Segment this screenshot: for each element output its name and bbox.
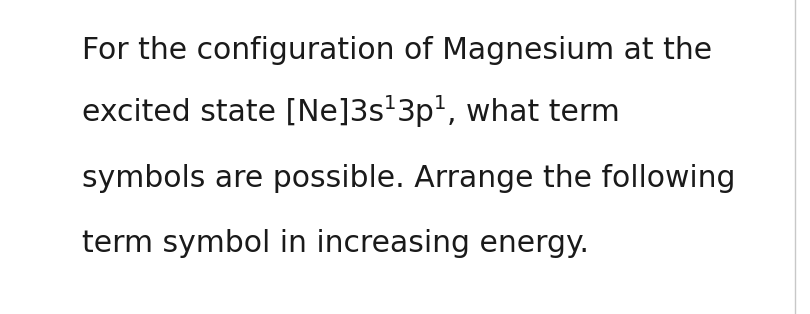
Text: term symbol in increasing energy.: term symbol in increasing energy. [82,229,589,258]
Text: , what term: , what term [447,98,620,127]
Text: excited state [Ne]3s: excited state [Ne]3s [82,98,384,127]
Text: 1: 1 [384,94,397,113]
Text: For the configuration of Magnesium at the: For the configuration of Magnesium at th… [82,36,712,65]
Text: 3p: 3p [397,98,434,127]
Text: 1: 1 [434,94,447,113]
Text: symbols are possible. Arrange the following: symbols are possible. Arrange the follow… [82,164,735,193]
